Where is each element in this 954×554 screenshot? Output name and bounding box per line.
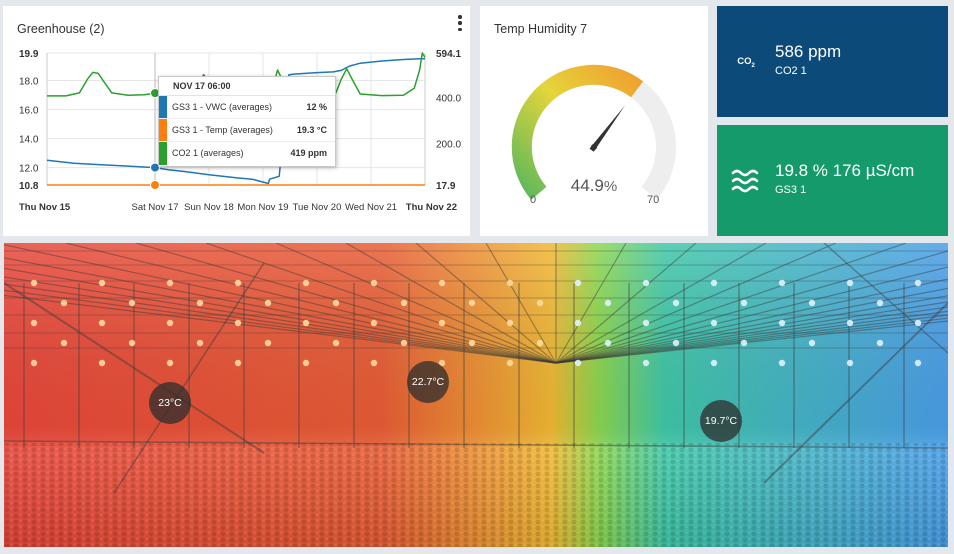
gauge-unit: %: [603, 178, 618, 195]
gauge-fill: [511, 64, 644, 200]
y-right-tick-label: 17.9: [436, 181, 456, 192]
tooltip-row: GS3 1 - Temp (averages) 19.3 °C: [159, 119, 335, 142]
hover-marker-1: [150, 180, 160, 190]
y-left-tick-label: 12.0: [19, 164, 39, 175]
gauge-needle: [589, 105, 626, 152]
humidity-gauge-card: Temp Humidity 7 44.9% 0 70: [480, 6, 708, 236]
tooltip-swatch-co2: [159, 142, 167, 165]
temperature-sensor-2[interactable]: 22.7°C: [407, 361, 449, 403]
gs3-stat-card[interactable]: 19.8 % 176 µS/cm GS3 1: [717, 125, 948, 236]
gauge-max-label: 70: [647, 194, 660, 206]
greenhouse-heatmap: 23°C 22.7°C 19.7°C: [4, 243, 948, 547]
tooltip-value: 19.3 °C: [296, 125, 327, 135]
waves-icon: [731, 166, 761, 196]
y-left-tick-label: 10.8: [19, 181, 39, 192]
tooltip-value: 419 ppm: [290, 148, 327, 158]
gauge-card-title: Temp Humidity 7: [494, 22, 588, 36]
tooltip-swatch-vwc: [159, 96, 167, 118]
y-right-tick-label: 200.0: [436, 139, 461, 150]
chart-tooltip: NOV 17 06:00 GS3 1 - VWC (averages) 12 %…: [158, 76, 336, 167]
chart-card-title: Greenhouse (2): [17, 22, 105, 36]
x-tick-label: Sun Nov 18: [184, 202, 234, 213]
gauge-needle-hub: [591, 144, 597, 150]
co2-value: 586 ppm: [775, 42, 842, 61]
x-tick-label: Thu Nov 22: [406, 202, 457, 213]
tooltip-row: GS3 1 - VWC (averages) 12 %: [159, 96, 335, 119]
tooltip-value: 12 %: [306, 102, 327, 112]
y-right-tick-label: 400.0: [436, 93, 461, 104]
co2-label: CO2 1: [775, 65, 807, 77]
y-left-tick-label: 16.0: [19, 106, 39, 117]
tooltip-label: GS3 1 - Temp (averages): [172, 125, 273, 135]
tooltip-row: CO2 1 (averages) 419 ppm: [159, 142, 335, 165]
greenhouse-chart-card: Greenhouse (2) 19.9 18.0 16.0 14.0 12.0 10.8 5…: [3, 6, 470, 236]
y-left-tick-label: 18.0: [19, 77, 39, 88]
x-tick-label: Sat Nov 17: [132, 202, 179, 213]
temperature-sensor-3[interactable]: 19.7°C: [700, 400, 742, 442]
y-right-tick-label: 594.1: [436, 49, 461, 60]
x-tick-label: Thu Nov 15: [19, 202, 71, 213]
tooltip-label: GS3 1 - VWC (averages): [172, 102, 273, 112]
gs3-label: GS3 1: [775, 184, 807, 196]
more-vert-icon[interactable]: [454, 14, 466, 32]
y-left-tick-label: 19.9: [19, 49, 39, 60]
hover-marker-0: [150, 162, 160, 173]
tooltip-label: CO2 1 (averages): [172, 148, 244, 158]
co2-stat-card[interactable]: CO2 586 ppm CO2 1: [717, 6, 948, 117]
tooltip-swatch-temp: [159, 119, 167, 141]
temperature-sensor-1[interactable]: 23°C: [149, 382, 191, 424]
co2-icon: CO2: [737, 55, 755, 69]
y-left-tick-label: 14.0: [19, 135, 39, 146]
x-tick-label: Mon Nov 19: [237, 202, 288, 213]
x-tick-label: Wed Nov 21: [345, 202, 397, 213]
tooltip-header: NOV 17 06:00: [159, 77, 335, 96]
gauge-value: 44.9%: [570, 176, 618, 195]
humidity-gauge: [511, 64, 676, 200]
greenhouse-photo: [4, 243, 948, 547]
x-tick-label: Tue Nov 20: [293, 202, 342, 213]
gauge-min-label: 0: [530, 194, 537, 206]
gs3-value: 19.8 % 176 µS/cm: [775, 161, 915, 180]
